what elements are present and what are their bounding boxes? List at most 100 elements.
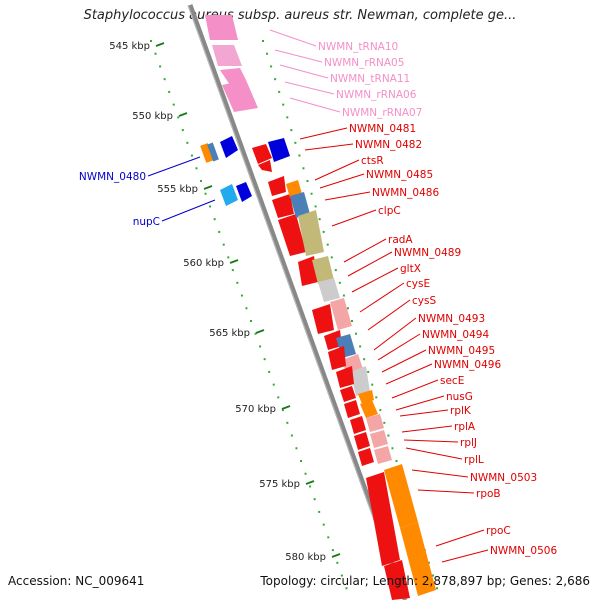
tick-mark <box>331 553 341 558</box>
gene-label[interactable]: NWMN_0494 <box>422 329 489 341</box>
gene-label[interactable]: NWMN_0480 <box>79 171 146 183</box>
gene-label[interactable]: rplL <box>464 454 484 466</box>
gene-label[interactable]: nusG <box>446 391 473 403</box>
track-dot <box>331 549 334 552</box>
track-dot <box>313 498 316 501</box>
leader-line <box>359 282 405 313</box>
leader-line <box>269 29 317 47</box>
gene-shape <box>207 142 219 162</box>
track-dot <box>322 230 325 233</box>
gene-shape <box>358 390 374 404</box>
gene-label[interactable]: cysE <box>406 278 430 290</box>
gene-label[interactable]: radA <box>388 234 413 246</box>
gene-shape <box>298 210 324 256</box>
gene-label[interactable]: NWMN_0486 <box>372 187 439 199</box>
track-dot <box>172 103 175 106</box>
leader-line <box>274 49 323 63</box>
track-dot <box>322 523 325 526</box>
track-dot <box>227 256 230 259</box>
left-gene-labels: NWMN_0480 nupC <box>79 171 160 228</box>
accession-text: Accession: NC_009641 <box>8 574 145 588</box>
leader-line <box>284 81 335 95</box>
track-dot <box>272 383 275 386</box>
tick-marks <box>155 42 341 558</box>
track-dot <box>204 192 207 195</box>
leader-line <box>343 238 387 263</box>
gene-shape <box>366 414 384 432</box>
kbp-tick-label: 550 kbp <box>132 111 173 122</box>
rna-feature <box>222 80 258 112</box>
leader-line <box>147 156 201 177</box>
gene-label[interactable]: NWMN_0481 <box>349 123 416 135</box>
track-dot <box>327 536 330 539</box>
track-dot <box>200 180 202 182</box>
gene-shape <box>286 180 302 198</box>
gene-label[interactable]: ctsR <box>361 155 384 167</box>
tick-mark <box>178 112 188 117</box>
gene-shape <box>354 432 370 450</box>
track-dot <box>159 65 162 68</box>
gene-label[interactable]: NWMN_0482 <box>355 139 422 151</box>
plus-strand-genes <box>252 138 436 600</box>
left-label-lines <box>147 156 216 222</box>
gene-label[interactable]: NWMN_rRNA05 <box>324 57 404 69</box>
gene-label[interactable]: rplA <box>454 421 476 433</box>
gene-label[interactable]: NWMN_tRNA11 <box>330 73 410 85</box>
gene-label[interactable]: NWMN_rRNA06 <box>336 89 417 101</box>
leader-line <box>279 64 329 79</box>
leader-line <box>441 549 489 563</box>
gene-label[interactable]: NWMN_0489 <box>394 247 461 259</box>
gene-shape <box>252 144 272 164</box>
leader-line <box>381 349 427 373</box>
track-dot <box>304 472 307 475</box>
gene-label[interactable]: NWMN_rRNA07 <box>342 107 422 119</box>
tick-mark <box>229 259 239 264</box>
gene-shape <box>370 430 388 448</box>
gene-shape <box>268 176 286 196</box>
gene-label[interactable]: secE <box>440 375 464 387</box>
track-dot <box>300 460 302 462</box>
gene-shape <box>344 400 360 418</box>
gene-label[interactable]: rpoC <box>486 525 511 537</box>
gene-shape <box>312 304 334 334</box>
gene-label[interactable]: NWMN_0506 <box>490 545 557 557</box>
track-dot <box>302 167 305 170</box>
track-dot <box>342 294 345 297</box>
tick-tracks <box>150 40 438 590</box>
track-dot <box>278 90 281 93</box>
gene-label[interactable]: NWMN_0496 <box>434 359 501 371</box>
gene-label[interactable]: rpoB <box>476 488 501 500</box>
leader-line <box>347 251 393 277</box>
track-dot <box>298 154 301 157</box>
track-dot <box>431 574 434 577</box>
gene-label[interactable]: gltX <box>400 263 421 275</box>
track-dot <box>218 230 221 233</box>
right-label-lines <box>269 29 489 563</box>
gene-label[interactable]: nupC <box>133 216 160 228</box>
track-dot <box>286 421 289 424</box>
genome-backbone <box>187 4 408 600</box>
gene-shape <box>258 160 272 172</box>
track-dot <box>254 332 257 335</box>
gene-shape <box>384 464 418 528</box>
gene-label[interactable]: NWMN_0495 <box>428 345 495 357</box>
track-dot <box>290 129 293 132</box>
track-dot <box>281 409 284 412</box>
gene-label[interactable]: NWMN_0485 <box>366 169 433 181</box>
track-dot <box>268 370 271 373</box>
gene-label[interactable]: cysS <box>412 295 436 307</box>
gene-label[interactable]: NWMN_tRNA10 <box>318 41 398 53</box>
gene-label[interactable]: rplK <box>450 405 472 417</box>
gene-shape <box>220 136 238 158</box>
track-dot <box>290 434 293 437</box>
kbp-tick-label: 545 kbp <box>109 41 150 52</box>
gene-label[interactable]: NWMN_0503 <box>470 472 537 484</box>
track-dot <box>195 167 198 170</box>
gene-label[interactable]: NWMN_0493 <box>418 313 485 325</box>
gene-shape <box>328 346 346 370</box>
leader-line <box>405 447 463 460</box>
gene-shape <box>358 448 374 466</box>
track-dot <box>355 332 358 335</box>
gene-label[interactable]: rplJ <box>460 437 477 449</box>
gene-label[interactable]: clpC <box>378 205 401 217</box>
